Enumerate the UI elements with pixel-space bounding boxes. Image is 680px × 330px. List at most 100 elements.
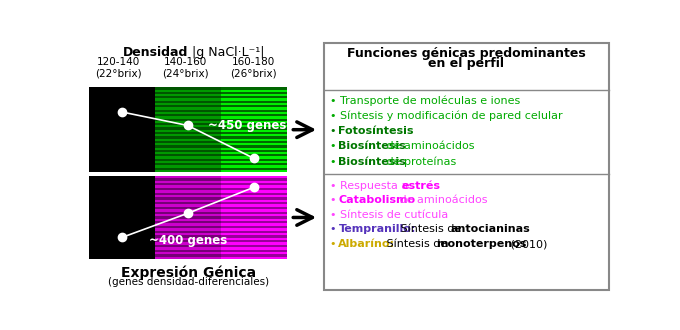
Bar bbox=[155, 152, 220, 154]
Bar bbox=[155, 87, 220, 89]
Bar bbox=[155, 204, 220, 207]
Bar bbox=[155, 159, 220, 161]
Bar bbox=[220, 197, 286, 200]
Bar bbox=[155, 132, 220, 134]
Bar bbox=[220, 114, 286, 116]
Bar bbox=[155, 154, 220, 156]
Bar bbox=[155, 207, 220, 209]
Bar bbox=[155, 233, 220, 235]
Bar bbox=[155, 221, 220, 223]
Bar bbox=[155, 257, 220, 259]
Bar bbox=[155, 98, 220, 101]
Bar bbox=[324, 44, 609, 290]
Bar bbox=[220, 143, 286, 145]
Bar bbox=[220, 240, 286, 243]
Bar bbox=[155, 176, 220, 178]
Text: Albaríno:: Albaríno: bbox=[339, 239, 396, 249]
Bar bbox=[155, 200, 220, 202]
Bar bbox=[220, 209, 286, 212]
Text: en el perfil: en el perfil bbox=[428, 57, 505, 70]
Bar bbox=[155, 116, 220, 118]
Bar bbox=[155, 145, 220, 148]
Bar bbox=[220, 130, 286, 132]
Bar bbox=[220, 145, 286, 148]
Bar bbox=[155, 247, 220, 249]
Text: monoterpenos: monoterpenos bbox=[436, 239, 526, 249]
Bar bbox=[220, 178, 286, 181]
Bar bbox=[155, 188, 220, 190]
Bar bbox=[155, 223, 220, 226]
Bar bbox=[220, 252, 286, 254]
Bar bbox=[155, 114, 220, 116]
Bar bbox=[220, 233, 286, 235]
Bar bbox=[220, 183, 286, 185]
Bar bbox=[220, 207, 286, 209]
Bar bbox=[220, 219, 286, 221]
Bar bbox=[155, 195, 220, 197]
Bar bbox=[220, 136, 286, 139]
Bar bbox=[220, 163, 286, 165]
Text: antocianinas: antocianinas bbox=[450, 224, 530, 234]
Bar bbox=[220, 249, 286, 252]
Bar bbox=[220, 152, 286, 154]
Text: de proteínas: de proteínas bbox=[383, 157, 456, 167]
Text: 140-160
(24°brix): 140-160 (24°brix) bbox=[163, 56, 209, 78]
Bar bbox=[220, 107, 286, 110]
Bar bbox=[220, 181, 286, 183]
Text: Biosíntesis: Biosíntesis bbox=[339, 157, 406, 167]
Bar bbox=[155, 127, 220, 130]
Bar bbox=[220, 168, 286, 170]
Bar bbox=[155, 94, 220, 96]
Bar bbox=[220, 127, 286, 130]
Bar bbox=[155, 192, 220, 195]
Bar bbox=[220, 221, 286, 223]
Bar bbox=[220, 204, 286, 207]
Bar bbox=[155, 249, 220, 252]
Bar bbox=[155, 170, 220, 172]
Bar bbox=[220, 161, 286, 163]
Bar bbox=[155, 96, 220, 98]
Bar bbox=[155, 252, 220, 254]
Text: Densidad: Densidad bbox=[122, 46, 188, 59]
Bar bbox=[220, 105, 286, 107]
Bar bbox=[155, 190, 220, 192]
Text: Síntesis de: Síntesis de bbox=[396, 224, 464, 234]
Bar bbox=[155, 245, 220, 247]
Text: Fotosíntesis: Fotosíntesis bbox=[339, 126, 414, 136]
Text: • Respuesta a: • Respuesta a bbox=[330, 181, 411, 190]
Text: Expresión Génica: Expresión Génica bbox=[120, 265, 256, 280]
Bar bbox=[155, 121, 220, 123]
Bar bbox=[220, 228, 286, 231]
Bar bbox=[220, 212, 286, 214]
Bar bbox=[220, 223, 286, 226]
Bar bbox=[220, 159, 286, 161]
Bar bbox=[155, 89, 220, 92]
Bar bbox=[220, 226, 286, 228]
Bar bbox=[155, 185, 220, 188]
Bar bbox=[220, 170, 286, 172]
Bar bbox=[220, 195, 286, 197]
Bar bbox=[89, 87, 155, 172]
Bar bbox=[220, 150, 286, 152]
Bar bbox=[220, 214, 286, 216]
Bar bbox=[220, 125, 286, 127]
Bar bbox=[220, 192, 286, 195]
Bar bbox=[155, 148, 220, 150]
Text: ~400 genes: ~400 genes bbox=[148, 234, 227, 247]
Text: Tempranillo:: Tempranillo: bbox=[339, 224, 415, 234]
Bar bbox=[220, 132, 286, 134]
Bar bbox=[220, 103, 286, 105]
Bar bbox=[155, 125, 220, 127]
Bar bbox=[220, 154, 286, 156]
Text: (genes densidad-diferenciales): (genes densidad-diferenciales) bbox=[107, 277, 269, 287]
Text: • Síntesis y modificación de pared celular: • Síntesis y modificación de pared celul… bbox=[330, 111, 562, 121]
Text: (2010): (2010) bbox=[507, 239, 547, 249]
Bar bbox=[220, 254, 286, 257]
Bar bbox=[220, 94, 286, 96]
Bar bbox=[220, 238, 286, 240]
Bar bbox=[220, 188, 286, 190]
Bar bbox=[155, 228, 220, 231]
Text: |g NaCl·L⁻¹|: |g NaCl·L⁻¹| bbox=[188, 46, 265, 59]
Text: Biosíntesis: Biosíntesis bbox=[339, 141, 406, 151]
Text: •: • bbox=[330, 224, 340, 234]
